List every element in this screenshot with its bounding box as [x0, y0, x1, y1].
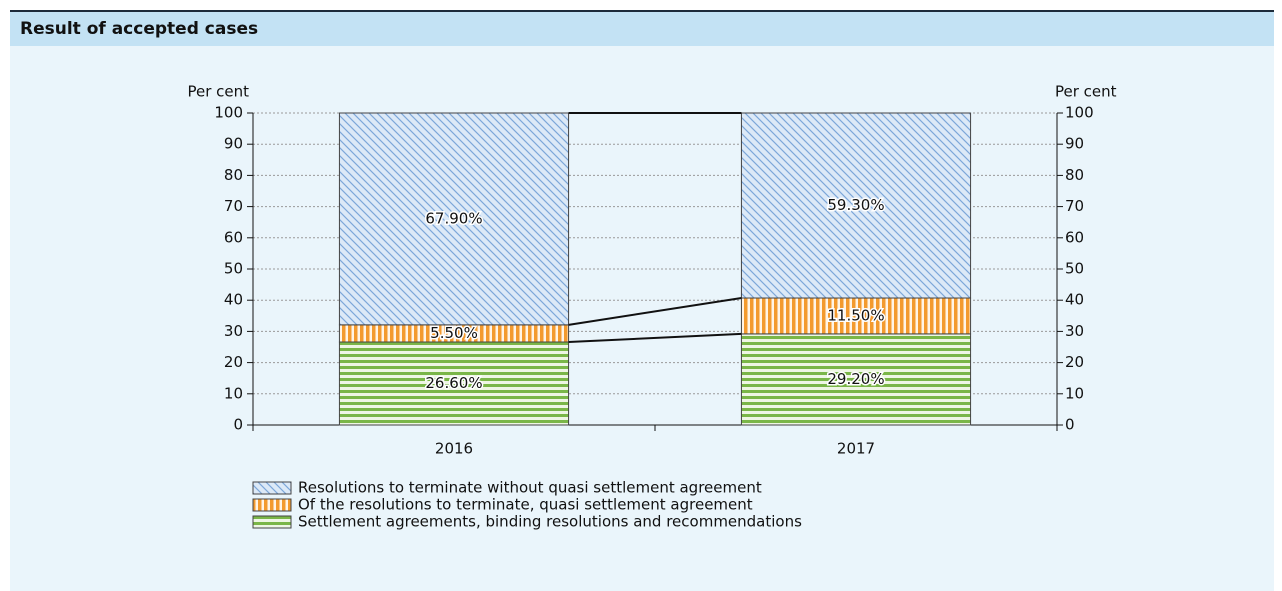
y-tick-label: 50 [224, 260, 243, 278]
y2-tick-label: 90 [1065, 135, 1084, 153]
y2-tick-label: 80 [1065, 166, 1084, 184]
value-label: 67.90% [425, 209, 482, 227]
legend-swatch [252, 498, 292, 512]
value-label: 59.30% [827, 196, 884, 214]
y-tick-label: 40 [224, 291, 243, 309]
bar-segment [740, 297, 972, 335]
legend-swatch [252, 481, 292, 495]
y-tick-label: 10 [224, 384, 243, 402]
value-label: 26.60% [425, 374, 482, 392]
bar-segment [740, 333, 972, 426]
x-tick-label: 2017 [837, 440, 875, 458]
value-label: 5.50% [430, 324, 478, 342]
connector-line [568, 297, 742, 326]
legend-label: Settlement agreements, binding resolutio… [298, 513, 802, 531]
y2-tick-label: 40 [1065, 291, 1084, 309]
value-label: 29.20% [827, 370, 884, 388]
bar-segment [338, 341, 570, 426]
y-tick-label: 70 [224, 197, 243, 215]
panel: Result of accepted cases [10, 10, 1274, 591]
y-tick-label: 0 [233, 416, 243, 434]
y-tick-label: 30 [224, 322, 243, 340]
bar-segment [740, 112, 972, 299]
x-tick-label: 2016 [435, 440, 473, 458]
legend-label: Resolutions to terminate without quasi s… [298, 479, 762, 497]
y-axis-label: Per cent [187, 83, 249, 101]
value-label: 11.50% [827, 306, 884, 324]
y2-tick-label: 30 [1065, 322, 1084, 340]
y-tick-label: 90 [224, 135, 243, 153]
y2-tick-label: 50 [1065, 260, 1084, 278]
y2-tick-label: 60 [1065, 228, 1084, 246]
y2-axis-label: Per cent [1055, 83, 1117, 101]
y2-tick-label: 100 [1065, 104, 1094, 122]
y2-tick-label: 20 [1065, 353, 1084, 371]
y-tick-label: 20 [224, 353, 243, 371]
legend-label: Of the resolutions to terminate, quasi s… [298, 496, 753, 514]
y2-tick-label: 70 [1065, 197, 1084, 215]
chart-title: Result of accepted cases [10, 12, 1274, 46]
y2-tick-label: 10 [1065, 384, 1084, 402]
bar-segment [338, 112, 570, 326]
connector-line [568, 332, 742, 344]
y-tick-label: 80 [224, 166, 243, 184]
y-tick-label: 100 [214, 104, 243, 122]
y-tick-label: 60 [224, 228, 243, 246]
legend-swatch [252, 515, 292, 529]
y2-tick-label: 0 [1065, 416, 1075, 434]
